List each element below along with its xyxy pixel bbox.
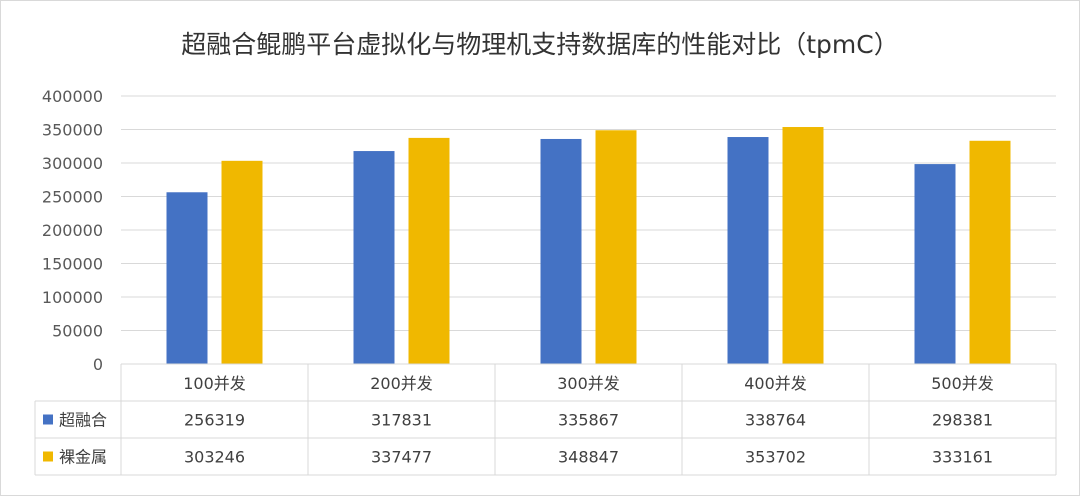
- category-label: 500并发: [931, 374, 994, 393]
- series-name: 裸金属: [59, 448, 107, 467]
- bar: [353, 151, 395, 364]
- bar: [727, 137, 769, 364]
- y-tick-label: 350000: [42, 121, 103, 140]
- bar: [540, 138, 582, 364]
- y-tick-label: 250000: [42, 188, 103, 207]
- gridlines: [121, 95, 1056, 331]
- data-label: 303246: [184, 448, 245, 467]
- y-tick-label: 150000: [42, 255, 103, 274]
- bar: [408, 137, 450, 364]
- bar: [595, 130, 637, 364]
- bar: [782, 127, 824, 365]
- legend-key: [43, 451, 53, 462]
- data-label: 256319: [184, 411, 245, 430]
- data-label: 317831: [371, 411, 432, 430]
- y-tick-label: 0: [93, 355, 103, 374]
- data-label: 353702: [745, 448, 806, 467]
- category-label: 200并发: [370, 374, 433, 393]
- bar: [914, 164, 956, 364]
- y-tick-label: 100000: [42, 288, 103, 307]
- data-label: 338764: [745, 411, 806, 430]
- data-label: 298381: [932, 411, 993, 430]
- bar: [969, 140, 1011, 364]
- y-tick-label: 200000: [42, 221, 103, 240]
- y-tick-label: 300000: [42, 154, 103, 173]
- category-label: 100并发: [183, 374, 246, 393]
- bar: [166, 192, 208, 364]
- bar: [221, 160, 263, 364]
- chart-title: 超融合鲲鹏平台虚拟化与物理机支持数据库的性能对比（tpmC）: [181, 30, 898, 59]
- category-label: 400并发: [744, 374, 807, 393]
- data-label: 335867: [558, 411, 619, 430]
- category-label: 300并发: [557, 374, 620, 393]
- series-name: 超融合: [59, 411, 107, 430]
- data-label: 333161: [932, 448, 993, 467]
- data-label: 348847: [558, 448, 619, 467]
- y-tick-label: 50000: [52, 322, 103, 341]
- y-axis: 0 50000 100000 150000 200000 250000 300000 3500…: [42, 87, 103, 374]
- bars: [166, 127, 1011, 365]
- y-tick-label: 400000: [42, 87, 103, 106]
- legend-key: [43, 414, 53, 425]
- data-label: 337477: [371, 448, 432, 467]
